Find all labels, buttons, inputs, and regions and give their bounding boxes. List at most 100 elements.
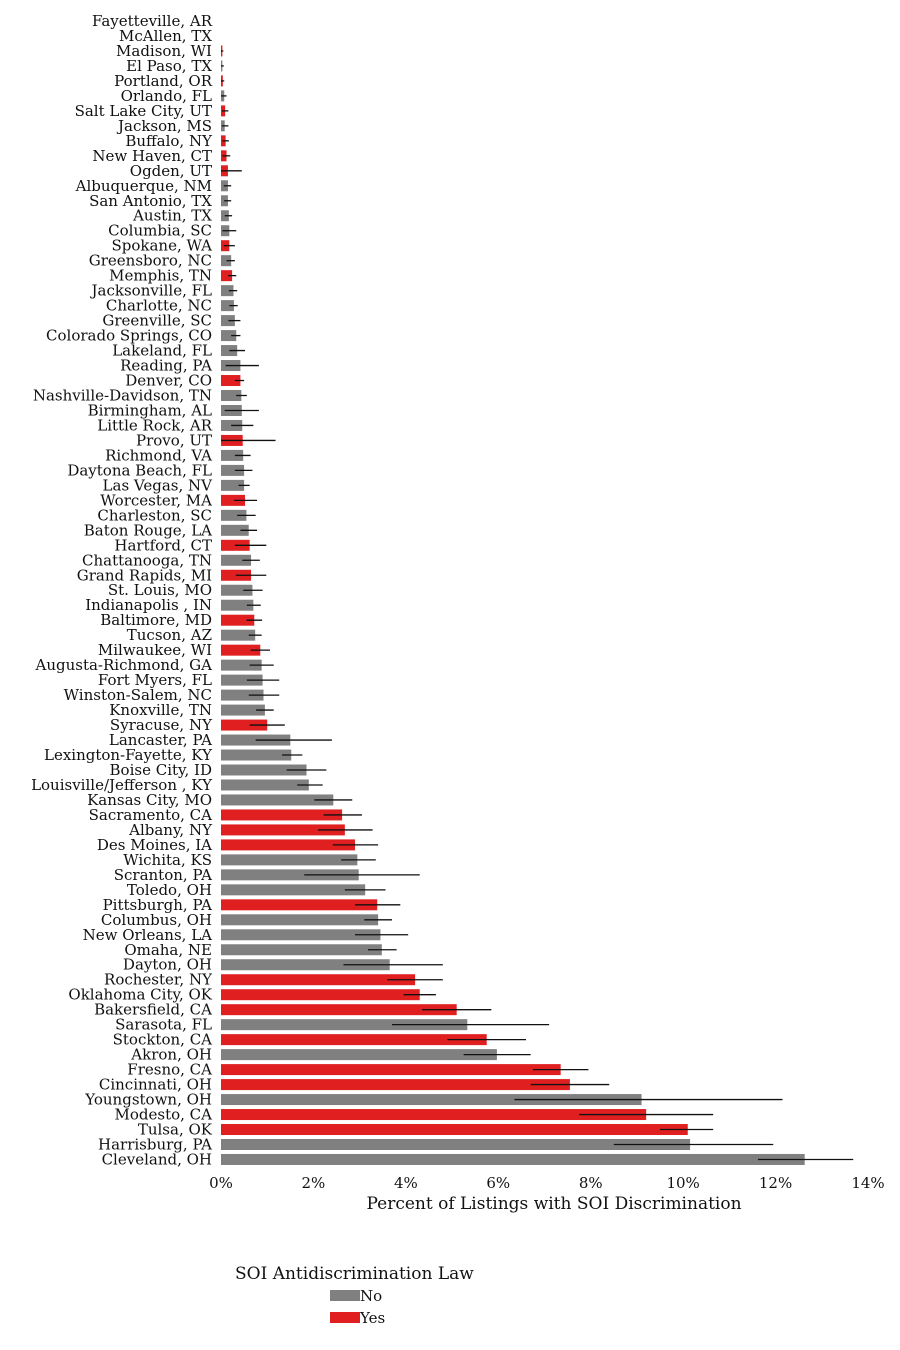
- legend-entry-label: No: [360, 1287, 382, 1305]
- bars-group: [221, 45, 805, 1165]
- bar: [221, 375, 241, 387]
- category-label: Worcester, MA: [100, 491, 212, 509]
- bar: [221, 809, 343, 821]
- category-label: Portland, OR: [114, 72, 213, 90]
- bar: [221, 884, 366, 896]
- bar: [221, 509, 247, 521]
- category-label: Lexington-Fayette, KY: [44, 746, 213, 764]
- category-label: Charleston, SC: [97, 506, 212, 524]
- category-label: Greensboro, NC: [89, 252, 212, 270]
- bar: [221, 614, 255, 626]
- category-label: Provo, UT: [136, 431, 212, 449]
- category-label: Jacksonville, FL: [90, 282, 213, 300]
- category-label: Buffalo, NY: [125, 132, 213, 150]
- category-label: El Paso, TX: [126, 57, 212, 75]
- category-label: Dayton, OH: [123, 956, 212, 974]
- category-label: Albany, NY: [128, 821, 213, 839]
- category-label: Chattanooga, TN: [82, 551, 212, 569]
- category-label: Columbus, OH: [101, 911, 212, 929]
- x-tick-label: 6%: [486, 1174, 510, 1192]
- category-label: Ogden, UT: [130, 162, 212, 180]
- category-label: Tulsa, OK: [138, 1121, 213, 1139]
- category-label: Nashville-Davidson, TN: [33, 387, 212, 405]
- category-label: Charlotte, NC: [106, 297, 212, 315]
- category-label: Richmond, VA: [105, 446, 212, 464]
- bar: [221, 914, 379, 926]
- bar: [221, 944, 382, 956]
- category-label: Winston-Salem, NC: [64, 686, 212, 704]
- category-label: Orlando, FL: [121, 87, 212, 105]
- bar: [221, 764, 307, 776]
- category-label: New Orleans, LA: [83, 926, 213, 944]
- error-bars-group: [221, 50, 854, 1161]
- bar: [221, 1034, 487, 1046]
- category-label: Denver, CO: [125, 372, 212, 390]
- category-label: Knoxville, TN: [109, 701, 212, 719]
- bar: [221, 1124, 688, 1136]
- bar: [221, 390, 242, 401]
- category-label: Cleveland, OH: [102, 1150, 212, 1168]
- bar: [221, 719, 268, 731]
- bar: [221, 644, 261, 656]
- bar: [221, 1153, 805, 1165]
- bar: [221, 524, 249, 536]
- category-label: Memphis, TN: [109, 267, 212, 285]
- category-label: Bakersfield, CA: [94, 1001, 212, 1019]
- category-label: Omaha, NE: [124, 941, 212, 959]
- category-label: Baltimore, MD: [100, 611, 212, 629]
- category-label: Toledo, OH: [127, 881, 212, 899]
- category-label: Hartford, CT: [114, 536, 212, 554]
- category-label: Harrisburg, PA: [98, 1136, 212, 1154]
- bar: [221, 794, 334, 806]
- bar: [221, 300, 234, 312]
- category-label: Columbia, SC: [108, 222, 212, 240]
- category-label: Wichita, KS: [123, 851, 212, 869]
- legend-swatch: [330, 1312, 360, 1323]
- bar: [221, 315, 235, 327]
- bar: [221, 464, 245, 476]
- legend-title: SOI Antidiscrimination Law: [235, 1264, 474, 1284]
- category-label: Daytona Beach, FL: [67, 461, 212, 479]
- legend-entry-label: Yes: [359, 1309, 385, 1327]
- category-label: Fayetteville, AR: [92, 12, 213, 30]
- legend-swatch: [330, 1290, 360, 1301]
- category-label: Milwaukee, WI: [98, 641, 212, 659]
- category-label: Oklahoma City, OK: [68, 986, 212, 1004]
- x-tick-labels-group: 0% 2% 4% 6% 8% 10% 12% 14%: [209, 1174, 885, 1192]
- category-label: Kansas City, MO: [87, 791, 212, 809]
- category-label: Syracuse, NY: [110, 716, 213, 734]
- bar: [221, 959, 390, 971]
- x-tick-label: 4%: [394, 1174, 418, 1192]
- legend: SOI Antidiscrimination Law No Yes: [235, 1264, 474, 1327]
- bar: [221, 494, 246, 506]
- category-label: Sacramento, CA: [89, 806, 213, 824]
- bar: [221, 1079, 570, 1091]
- bar: [221, 270, 233, 282]
- category-label: Rochester, NY: [104, 971, 213, 989]
- bar: [221, 899, 378, 911]
- category-label: Colorado Springs, CO: [46, 327, 212, 345]
- category-label: Reading, PA: [120, 357, 212, 375]
- category-label: Louisville/Jefferson , KY: [31, 776, 213, 794]
- bar: [221, 674, 263, 686]
- x-tick-label: 2%: [302, 1174, 326, 1192]
- category-label: Salt Lake City, UT: [75, 102, 212, 120]
- bar: [221, 1019, 468, 1031]
- bar: [221, 479, 245, 491]
- bar: [221, 1094, 642, 1106]
- category-label: Tucson, AZ: [127, 626, 212, 644]
- category-label: Modesto, CA: [115, 1106, 213, 1124]
- bar: [221, 1064, 561, 1076]
- category-label: Indianapolis , IN: [85, 596, 212, 614]
- bar: [221, 554, 252, 566]
- category-label: Madison, WI: [116, 42, 212, 60]
- bar: [221, 1049, 497, 1061]
- bar: [221, 659, 262, 671]
- category-label: Akron, OH: [130, 1046, 212, 1064]
- category-label: Albuquerque, NM: [75, 177, 212, 195]
- category-label: Spokane, WA: [111, 237, 212, 255]
- bar: [221, 824, 345, 836]
- bar: [221, 869, 359, 881]
- bar: [221, 989, 420, 1001]
- bar: [221, 854, 358, 866]
